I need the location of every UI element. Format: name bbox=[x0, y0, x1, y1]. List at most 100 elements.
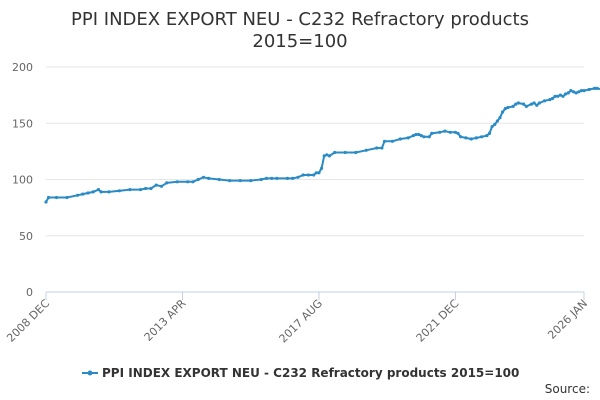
data-point[interactable] bbox=[296, 175, 300, 179]
data-point[interactable] bbox=[327, 154, 331, 158]
data-point[interactable] bbox=[117, 189, 122, 193]
data-point[interactable] bbox=[537, 101, 542, 105]
data-point[interactable] bbox=[419, 134, 423, 138]
data-point[interactable] bbox=[524, 104, 528, 108]
data-point[interactable] bbox=[553, 94, 557, 98]
data-point[interactable] bbox=[228, 179, 232, 183]
data-point[interactable] bbox=[543, 99, 547, 103]
data-point[interactable] bbox=[417, 132, 421, 137]
data-point[interactable] bbox=[564, 92, 568, 96]
data-point[interactable] bbox=[574, 91, 578, 95]
data-point[interactable] bbox=[285, 176, 289, 180]
data-point[interactable] bbox=[320, 166, 324, 170]
data-point[interactable] bbox=[566, 91, 570, 95]
data-point[interactable] bbox=[430, 131, 434, 135]
data-point[interactable] bbox=[191, 180, 195, 184]
data-point[interactable] bbox=[480, 135, 484, 139]
data-point[interactable] bbox=[522, 102, 526, 106]
data-point[interactable] bbox=[375, 146, 379, 150]
data-point[interactable] bbox=[487, 131, 492, 135]
data-point[interactable] bbox=[259, 177, 263, 182]
data-point[interactable] bbox=[532, 101, 536, 105]
data-point[interactable] bbox=[270, 176, 274, 180]
data-point[interactable] bbox=[506, 105, 510, 110]
data-point[interactable] bbox=[579, 89, 584, 93]
data-point[interactable] bbox=[275, 176, 279, 180]
data-point[interactable] bbox=[438, 130, 442, 134]
data-point[interactable] bbox=[459, 135, 463, 139]
data-point[interactable] bbox=[333, 150, 337, 155]
data-point[interactable] bbox=[322, 154, 326, 158]
data-point[interactable] bbox=[75, 193, 80, 197]
data-point[interactable] bbox=[490, 125, 494, 129]
data-point[interactable] bbox=[81, 192, 85, 196]
data-point[interactable] bbox=[186, 180, 190, 184]
data-point[interactable] bbox=[128, 188, 132, 192]
data-point[interactable] bbox=[196, 177, 200, 182]
data-point[interactable] bbox=[382, 139, 387, 143]
data-point[interactable] bbox=[291, 176, 295, 180]
data-point[interactable] bbox=[592, 86, 597, 90]
data-point[interactable] bbox=[96, 188, 101, 192]
data-point[interactable] bbox=[99, 190, 103, 194]
data-point[interactable] bbox=[535, 103, 539, 107]
data-point[interactable] bbox=[264, 176, 268, 180]
data-point[interactable] bbox=[498, 116, 502, 120]
data-point[interactable] bbox=[456, 131, 460, 135]
legend-label[interactable]: PPI INDEX EXPORT NEU - C232 Refractory p… bbox=[102, 366, 519, 380]
data-point[interactable] bbox=[414, 132, 418, 137]
data-point[interactable] bbox=[201, 175, 206, 179]
data-point[interactable] bbox=[86, 191, 90, 195]
data-point[interactable] bbox=[558, 93, 563, 97]
data-point[interactable] bbox=[238, 179, 242, 183]
data-point[interactable] bbox=[354, 150, 358, 155]
data-point[interactable] bbox=[390, 139, 394, 143]
data-point[interactable] bbox=[65, 195, 69, 200]
data-point[interactable] bbox=[107, 190, 111, 194]
data-point[interactable] bbox=[54, 195, 59, 200]
data-point[interactable] bbox=[312, 173, 316, 177]
data-point[interactable] bbox=[306, 173, 310, 177]
data-point[interactable] bbox=[469, 137, 473, 141]
data-point[interactable] bbox=[474, 136, 478, 140]
data-point[interactable] bbox=[44, 200, 48, 204]
data-point[interactable] bbox=[138, 188, 143, 192]
data-point[interactable] bbox=[577, 90, 581, 94]
data-point[interactable] bbox=[582, 89, 586, 93]
data-point[interactable] bbox=[249, 179, 253, 183]
data-point[interactable] bbox=[422, 135, 426, 139]
data-point[interactable] bbox=[317, 171, 321, 175]
data-point[interactable] bbox=[587, 87, 591, 92]
data-point[interactable] bbox=[485, 134, 489, 138]
data-point[interactable] bbox=[91, 190, 95, 194]
data-point[interactable] bbox=[569, 89, 573, 93]
data-point[interactable] bbox=[144, 186, 148, 191]
data-point[interactable] bbox=[529, 102, 534, 106]
data-point[interactable] bbox=[217, 177, 221, 182]
data-point[interactable] bbox=[561, 94, 565, 98]
data-point[interactable] bbox=[571, 90, 576, 94]
data-point[interactable] bbox=[159, 184, 164, 188]
data-point[interactable] bbox=[165, 181, 169, 185]
data-point[interactable] bbox=[207, 176, 211, 180]
data-point[interactable] bbox=[47, 195, 51, 200]
data-point[interactable] bbox=[443, 129, 447, 133]
data-point[interactable] bbox=[514, 102, 518, 106]
data-point[interactable] bbox=[154, 183, 158, 187]
data-point[interactable] bbox=[343, 150, 347, 155]
data-point[interactable] bbox=[175, 180, 179, 184]
data-point[interactable] bbox=[427, 135, 431, 139]
data-point[interactable] bbox=[314, 171, 318, 175]
data-point[interactable] bbox=[325, 153, 329, 157]
data-point[interactable] bbox=[364, 148, 368, 152]
data-point[interactable] bbox=[501, 110, 505, 114]
data-point[interactable] bbox=[464, 136, 468, 140]
data-point[interactable] bbox=[511, 104, 515, 108]
data-point[interactable] bbox=[556, 94, 560, 98]
data-point[interactable] bbox=[398, 137, 402, 141]
data-point[interactable] bbox=[550, 96, 555, 101]
data-point[interactable] bbox=[411, 134, 415, 138]
legend[interactable]: PPI INDEX EXPORT NEU - C232 Refractory p… bbox=[82, 366, 519, 380]
data-point[interactable] bbox=[406, 136, 410, 140]
data-point[interactable] bbox=[595, 86, 599, 90]
